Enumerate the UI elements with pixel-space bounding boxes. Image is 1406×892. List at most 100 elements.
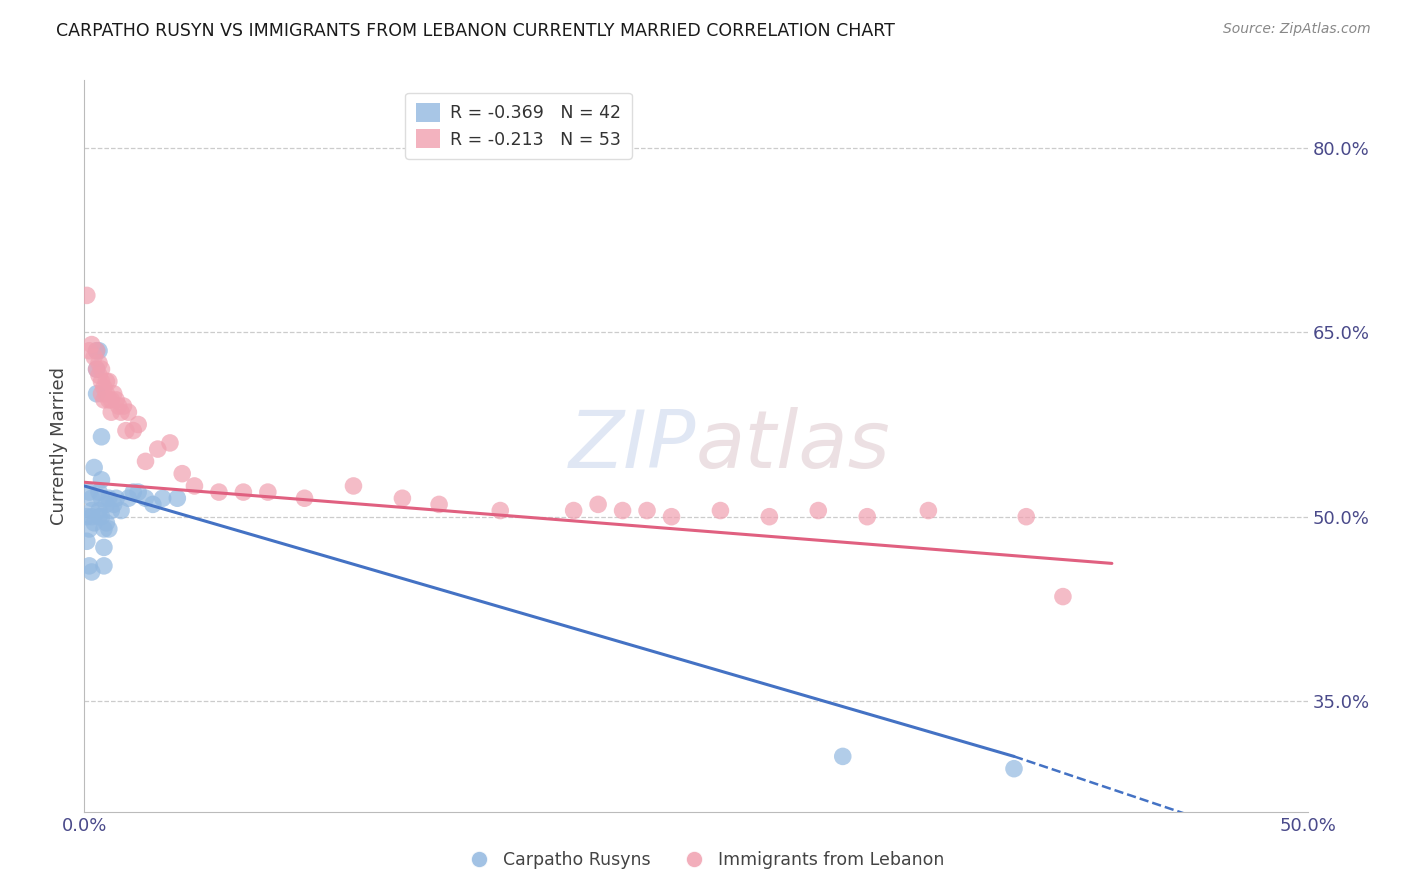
- Point: [122, 424, 145, 438]
- Point: [80, 503, 103, 517]
- Point: [127, 417, 149, 432]
- Point: [152, 491, 174, 506]
- Point: [661, 509, 683, 524]
- Point: [87, 368, 110, 383]
- Point: [87, 509, 110, 524]
- Point: [80, 491, 103, 506]
- Point: [97, 522, 120, 536]
- Point: [93, 558, 115, 573]
- Point: [127, 485, 149, 500]
- Point: [758, 509, 780, 524]
- Point: [142, 497, 165, 511]
- Point: [105, 491, 128, 506]
- Point: [93, 381, 115, 395]
- Point: [93, 522, 115, 536]
- Point: [90, 491, 112, 506]
- Point: [172, 467, 194, 481]
- Point: [83, 516, 105, 530]
- Legend: Carpatho Rusyns, Immigrants from Lebanon: Carpatho Rusyns, Immigrants from Lebanon: [454, 845, 952, 876]
- Text: ZIP: ZIP: [568, 407, 696, 485]
- Point: [115, 424, 138, 438]
- Point: [183, 479, 205, 493]
- Point: [90, 509, 112, 524]
- Point: [636, 503, 658, 517]
- Point: [135, 491, 157, 506]
- Point: [208, 485, 231, 500]
- Point: [90, 386, 112, 401]
- Point: [86, 386, 108, 401]
- Point: [80, 565, 103, 579]
- Point: [77, 343, 100, 358]
- Point: [93, 541, 115, 555]
- Point: [166, 491, 188, 506]
- Point: [342, 479, 364, 493]
- Point: [96, 516, 118, 530]
- Text: CARPATHO RUSYN VS IMMIGRANTS FROM LEBANON CURRENTLY MARRIED CORRELATION CHART: CARPATHO RUSYN VS IMMIGRANTS FROM LEBANO…: [56, 22, 896, 40]
- Point: [97, 491, 120, 506]
- Point: [110, 405, 132, 419]
- Point: [86, 362, 108, 376]
- Point: [105, 392, 128, 407]
- Point: [100, 392, 122, 407]
- Point: [96, 386, 118, 401]
- Point: [257, 485, 280, 500]
- Point: [86, 343, 108, 358]
- Point: [100, 405, 122, 419]
- Point: [87, 503, 110, 517]
- Point: [77, 485, 100, 500]
- Point: [135, 454, 157, 468]
- Point: [90, 362, 112, 376]
- Point: [93, 392, 115, 407]
- Point: [87, 343, 110, 358]
- Point: [562, 503, 585, 517]
- Point: [427, 497, 450, 511]
- Point: [77, 558, 100, 573]
- Point: [586, 497, 609, 511]
- Point: [232, 485, 254, 500]
- Point: [87, 485, 110, 500]
- Point: [90, 473, 112, 487]
- Point: [489, 503, 512, 517]
- Point: [87, 356, 110, 370]
- Point: [709, 503, 731, 517]
- Point: [807, 503, 830, 517]
- Point: [1002, 762, 1025, 776]
- Point: [80, 509, 103, 524]
- Point: [76, 534, 98, 549]
- Point: [96, 497, 118, 511]
- Point: [76, 288, 98, 302]
- Point: [90, 430, 112, 444]
- Point: [76, 509, 98, 524]
- Point: [86, 362, 108, 376]
- Point: [103, 497, 125, 511]
- Point: [83, 460, 105, 475]
- Point: [146, 442, 169, 456]
- Point: [917, 503, 939, 517]
- Point: [83, 350, 105, 364]
- Point: [122, 485, 145, 500]
- Text: Source: ZipAtlas.com: Source: ZipAtlas.com: [1223, 22, 1371, 37]
- Point: [831, 749, 853, 764]
- Point: [96, 375, 118, 389]
- Point: [1015, 509, 1038, 524]
- Point: [97, 392, 120, 407]
- Point: [112, 399, 135, 413]
- Point: [107, 399, 129, 413]
- Point: [77, 522, 100, 536]
- Point: [100, 503, 122, 517]
- Point: [90, 375, 112, 389]
- Point: [856, 509, 879, 524]
- Point: [159, 436, 181, 450]
- Legend: R = -0.369   N = 42, R = -0.213   N = 53: R = -0.369 N = 42, R = -0.213 N = 53: [405, 93, 631, 159]
- Point: [294, 491, 316, 506]
- Y-axis label: Currently Married: Currently Married: [51, 367, 69, 525]
- Point: [1052, 590, 1074, 604]
- Point: [80, 337, 103, 351]
- Point: [97, 375, 120, 389]
- Text: atlas: atlas: [696, 407, 891, 485]
- Point: [103, 386, 125, 401]
- Point: [110, 503, 132, 517]
- Point: [86, 343, 108, 358]
- Point: [117, 405, 139, 419]
- Point: [391, 491, 413, 506]
